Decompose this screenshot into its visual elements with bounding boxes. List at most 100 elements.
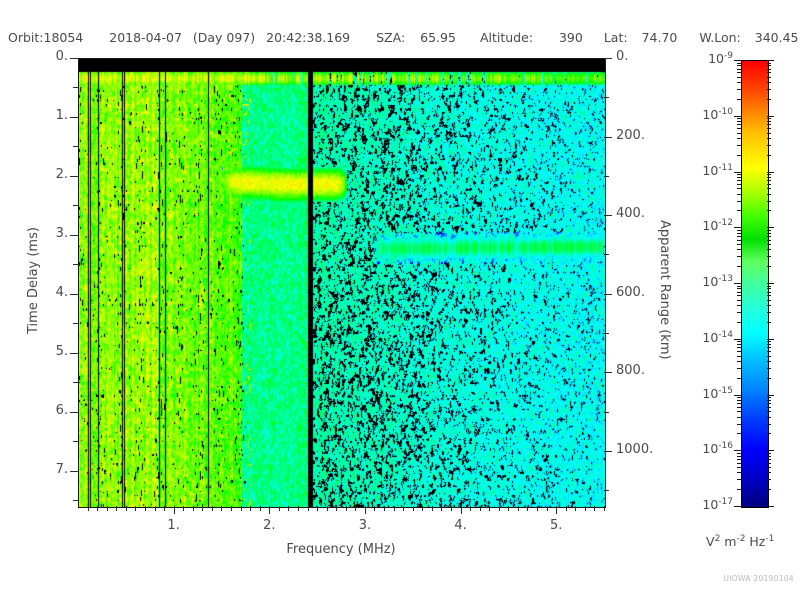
x-tick-minor: [317, 506, 318, 511]
x-tick-minor: [566, 506, 567, 511]
observation-date: 2018-04-07: [109, 30, 182, 45]
colorbar-tick-label: 10-9: [708, 50, 733, 66]
x-tick-major: [365, 506, 366, 514]
x-axis-title: Frequency (MHz): [286, 542, 396, 557]
y2-axis-title: Apparent Range (km): [657, 220, 672, 360]
x-tick-minor: [327, 506, 328, 511]
orbit-value: 18054: [43, 30, 84, 45]
colorbar-tick-label: 10-13: [702, 273, 733, 289]
x-tick-minor: [107, 506, 108, 511]
y2-tick-minor: [604, 97, 609, 98]
y2-tick-label: 200.: [616, 127, 645, 143]
latitude-label: Lat:: [603, 30, 628, 45]
x-tick-minor: [250, 506, 251, 511]
x-tick-minor: [432, 506, 433, 511]
x-tick-minor: [547, 506, 548, 511]
x-tick-minor: [202, 506, 203, 511]
x-tick-minor: [499, 506, 500, 511]
y2-tick-minor: [604, 333, 609, 334]
x-tick-label: 1.: [167, 518, 180, 533]
y2-tick-major: [604, 372, 612, 373]
x-tick-minor: [508, 506, 509, 511]
orbit-label: Orbit:: [8, 30, 44, 45]
x-tick-minor: [155, 506, 156, 511]
y-tick-major: [70, 471, 78, 472]
x-tick-minor: [298, 506, 299, 511]
x-tick-minor: [585, 506, 586, 511]
x-tick-minor: [594, 506, 595, 511]
colorbar-tick: [734, 339, 741, 340]
x-tick-minor: [470, 506, 471, 511]
x-tick-minor: [336, 506, 337, 511]
y2-tick-minor: [604, 412, 609, 413]
y-tick-label: 0.: [55, 49, 68, 64]
x-tick-major: [556, 506, 557, 514]
observation-time: 20:42:38.169: [266, 30, 351, 45]
x-tick-label: 5.: [549, 518, 563, 533]
y-tick-label: 3.: [55, 225, 68, 241]
colorbar-tick: [734, 395, 741, 396]
y-tick-label: 4.: [55, 284, 68, 300]
colorbar-gradient: [741, 60, 769, 508]
y-tick-major: [70, 117, 78, 118]
y-tick-minor: [73, 205, 78, 206]
x-tick-minor: [288, 506, 289, 511]
x-tick-minor: [126, 506, 127, 511]
x-tick-major: [269, 506, 270, 514]
x-tick-minor: [394, 506, 395, 511]
y-tick-minor: [73, 323, 78, 324]
x-tick-label: 4.: [454, 518, 467, 533]
x-tick-minor: [575, 506, 576, 511]
x-tick-minor: [116, 506, 117, 511]
y2-tick-label: 400.: [616, 206, 645, 222]
x-tick-minor: [355, 506, 356, 511]
x-tick-minor: [527, 506, 528, 511]
y2-tick-major: [604, 137, 612, 138]
y2-tick-minor: [604, 176, 609, 177]
y2-tick-label: 0.: [616, 49, 629, 64]
y-tick-major: [70, 353, 78, 354]
x-tick-minor: [164, 506, 165, 511]
west-longitude-label: W.Lon:: [699, 30, 741, 45]
x-tick-minor: [183, 506, 184, 511]
y-tick-major: [70, 294, 78, 295]
x-tick-minor: [212, 506, 213, 511]
colorbar-tick-label: 10-15: [702, 385, 733, 401]
altitude-label: Altitude:: [479, 30, 533, 45]
y-tick-minor: [73, 441, 78, 442]
x-tick-minor: [193, 506, 194, 511]
y-tick-minor: [73, 87, 78, 88]
y-tick-minor: [73, 264, 78, 265]
colorbar-tick: [734, 506, 741, 507]
y-tick-major: [70, 412, 78, 413]
y2-tick-major: [604, 451, 612, 452]
x-tick-minor: [489, 506, 490, 511]
colorbar-tick-label: 10-12: [702, 217, 733, 233]
y-tick-minor: [73, 382, 78, 383]
colorbar-tick: [734, 283, 741, 284]
x-tick-minor: [241, 506, 242, 511]
y2-tick-minor: [604, 254, 609, 255]
x-tick-minor: [480, 506, 481, 511]
credit-text: UIOWA 20190104: [723, 574, 794, 583]
colorbar-tick-label: 10-10: [702, 106, 733, 122]
y-tick-major: [70, 58, 78, 59]
colorbar-tick: [734, 227, 741, 228]
y-tick-minor: [73, 146, 78, 147]
ionogram-heatmap: [78, 58, 606, 508]
west-longitude-value: 340.45: [754, 30, 799, 45]
y2-tick-label: 1000.: [616, 441, 654, 457]
header-info-line: Orbit:18054 2018-04-07 (Day 097) 20:42:3…: [0, 30, 800, 45]
colorbar-tick: [734, 60, 741, 61]
y-tick-major: [70, 235, 78, 236]
x-tick-minor: [374, 506, 375, 511]
y-tick-label: 6.: [55, 402, 68, 418]
y-tick-major: [70, 176, 78, 177]
x-tick-minor: [135, 506, 136, 511]
y-axis-title: Time Delay (ms): [26, 227, 41, 334]
x-tick-minor: [97, 506, 98, 511]
x-tick-label: 2.: [263, 518, 276, 533]
y2-tick-major: [604, 294, 612, 295]
colorbar-units-label: V2 m-2 Hz-1: [706, 533, 775, 549]
x-tick-minor: [346, 506, 347, 511]
